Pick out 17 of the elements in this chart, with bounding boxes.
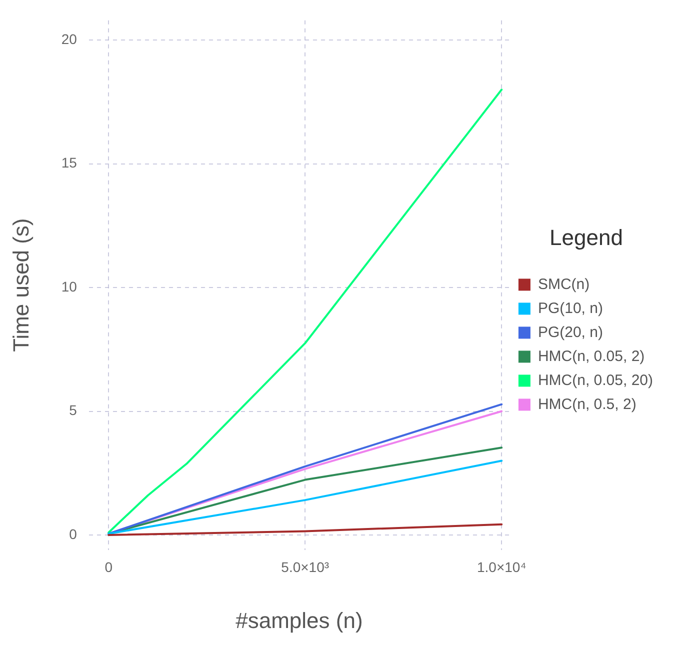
legend-label: HMC(n, 0.5, 2) (538, 396, 636, 413)
legend-label: PG(10, n) (538, 300, 603, 317)
legend-label: HMC(n, 0.05, 2) (538, 348, 645, 365)
y-tick-label: 0 (69, 526, 78, 542)
x-tick-label: 5.0×10³ (281, 559, 330, 576)
y-tick-label: 20 (61, 31, 78, 48)
legend-label: HMC(n, 0.05, 20) (538, 372, 654, 389)
legend-title: Legend (550, 224, 623, 250)
y-tick-label: 15 (61, 154, 78, 171)
y-tick-label: 10 (61, 278, 78, 294)
x-tick-label: 0 (104, 559, 113, 576)
y-tick-label: 5 (69, 402, 78, 418)
x-axis-title: #samples (n) (236, 608, 363, 633)
y-axis-title: Time used (s) (8, 218, 34, 352)
legend-label: SMC(n) (538, 276, 590, 293)
x-tick-label: 1.0×10⁴ (476, 559, 526, 576)
legend-label: PG(20, n) (538, 324, 603, 341)
